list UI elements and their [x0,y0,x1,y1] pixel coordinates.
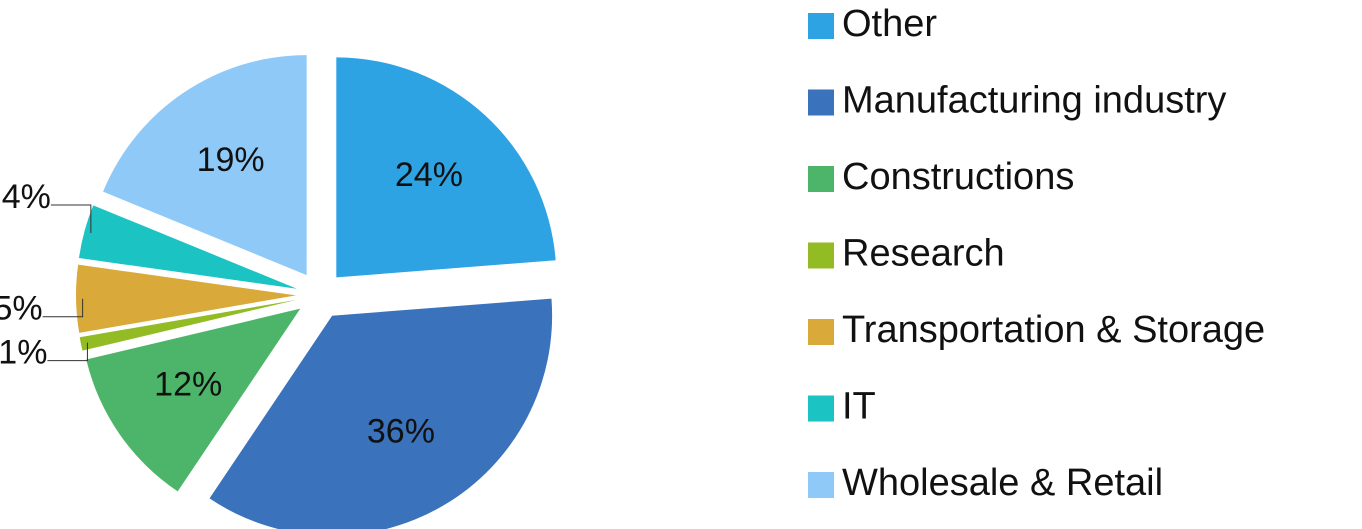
leader-line [50,204,92,233]
pie-slice [76,264,297,333]
slice-label: 36% [367,412,435,450]
slice-label: 24% [395,156,463,194]
legend-swatch [808,242,834,269]
pie-slice [78,205,297,289]
legend-label: Manufacturing industry [842,80,1226,122]
legend-label: Transportation & Storage [842,309,1265,351]
pie-slice [103,55,307,276]
legend-label: Other [842,3,937,45]
slice-label: 12% [154,365,222,403]
legend-swatch [808,13,834,39]
leader-line [42,298,84,318]
legend-swatch [808,89,834,116]
legend-label: Wholesale & Retail [842,462,1163,504]
legend-label: Research [842,233,1005,275]
slice-label: 4% [2,178,51,216]
pie-slice [86,308,301,492]
pie-slice [209,298,553,529]
slice-label: 1% [0,334,47,372]
legend-swatch [808,166,834,192]
slice-label: 19% [197,141,265,179]
legend-swatch [808,472,834,498]
pie-slice [336,57,556,278]
slice-label: 5% [0,290,43,328]
legend-swatch [808,319,834,345]
legend-label: IT [842,386,876,428]
leader-line [47,342,88,362]
legend-label: Constructions [842,156,1074,198]
pie-slice [79,299,297,351]
legend-swatch [808,395,834,422]
